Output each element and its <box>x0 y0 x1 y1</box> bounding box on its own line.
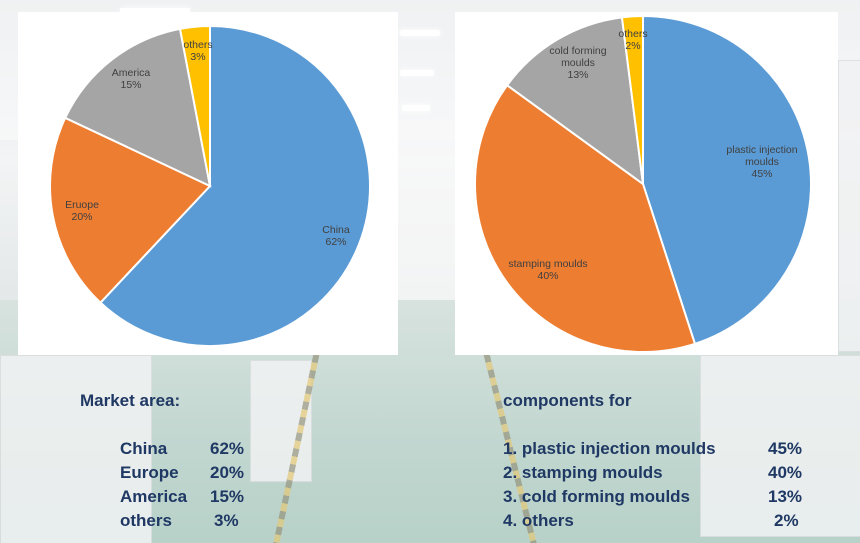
market-row-value: 62% <box>210 439 245 458</box>
machine <box>838 60 860 352</box>
components-list-title: components for <box>503 391 632 410</box>
market-row-name: others <box>120 511 172 530</box>
pie-label-cold-forming-moulds: cold forming moulds 13% <box>549 45 606 81</box>
pie-slice-cold-forming-moulds <box>505 16 645 187</box>
ceiling-lamp <box>402 105 430 111</box>
components-pie: plastic injection moulds 45% stamping mould… <box>474 14 812 353</box>
ceiling-lamp <box>400 70 434 76</box>
market-area-pie: China 62% Eruope 20% America 15% others 3% <box>49 24 371 347</box>
components-row-name: 2. stamping moulds <box>503 463 663 482</box>
market-row-name: Europe <box>120 463 179 482</box>
ceiling-lamp <box>120 8 190 14</box>
ceiling-lamp <box>400 30 440 36</box>
components-chart: plastic injection moulds 45% stamping mould… <box>455 12 838 355</box>
machine <box>0 355 152 543</box>
pie-slice-america <box>63 27 212 188</box>
components-row-name: 4. others <box>503 511 574 530</box>
pie-label-china: China 62% <box>322 224 350 248</box>
pie-slice-eruope <box>49 116 212 305</box>
pie-slice-others <box>178 24 211 187</box>
machine <box>700 355 860 537</box>
market-row-name: America <box>120 487 188 506</box>
pie-slice-others <box>620 14 644 185</box>
market-row-value: 20% <box>210 463 245 482</box>
market-list-title: Market area: <box>80 391 181 410</box>
market-row-value: 15% <box>210 487 245 506</box>
market-row-name: China <box>120 439 168 458</box>
components-row-value: 13% <box>768 487 803 506</box>
pie-label-others: others 3% <box>183 39 212 63</box>
components-row-value: 45% <box>768 439 803 458</box>
pie-label-stamping-moulds: stamping moulds 40% <box>508 258 587 282</box>
pie-slice-china <box>99 24 371 347</box>
components-row-value: 40% <box>768 463 803 482</box>
pie-label-plastic-injection-moulds: plastic injection moulds 45% <box>726 144 797 180</box>
machine <box>250 360 312 482</box>
components-row-name: 3. cold forming moulds <box>503 487 691 506</box>
components-row-value: 2% <box>774 511 799 530</box>
pie-slice-plastic-injection-moulds <box>642 14 812 346</box>
market-area-chart: China 62% Eruope 20% America 15% others 3% <box>18 12 398 355</box>
market-row-value: 3% <box>214 511 239 530</box>
pie-label-america: America 15% <box>112 67 151 91</box>
components-row-name: 1. plastic injection moulds <box>503 439 716 458</box>
pie-label-others: others 2% <box>618 28 647 52</box>
pie-label-eruope: Eruope 20% <box>65 199 99 223</box>
pie-slice-stamping-moulds <box>474 83 697 353</box>
